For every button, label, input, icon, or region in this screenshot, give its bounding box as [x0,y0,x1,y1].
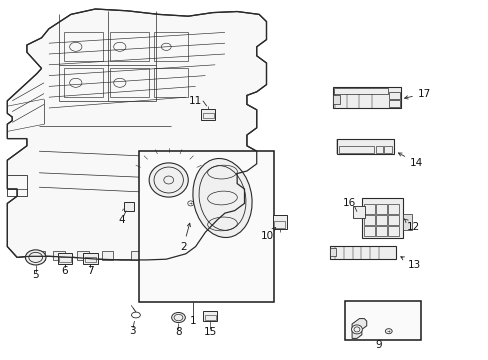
Text: 2: 2 [180,223,190,252]
Bar [387,215,398,225]
Bar [59,257,71,262]
Bar [274,221,285,228]
Text: 9: 9 [375,340,382,350]
Bar [388,100,399,107]
Bar [375,146,382,153]
Text: 1: 1 [189,316,196,327]
Text: 7: 7 [87,266,94,276]
Bar [363,204,374,214]
Bar [58,253,72,264]
Bar [329,248,335,256]
Bar [332,87,400,108]
Text: 3: 3 [128,326,135,336]
Ellipse shape [192,158,252,238]
Bar [272,215,286,229]
Text: 15: 15 [203,327,217,337]
Bar [201,109,215,120]
Bar [165,251,177,260]
Text: 6: 6 [61,266,68,276]
Bar [123,202,134,211]
Bar [333,88,387,94]
Bar [53,251,64,260]
Bar [329,246,395,259]
Bar [154,32,188,61]
Ellipse shape [171,312,185,323]
Bar [33,251,45,260]
Ellipse shape [149,163,188,197]
Text: 14: 14 [398,153,423,168]
Text: 4: 4 [118,215,124,225]
Text: 5: 5 [32,270,39,280]
Bar [102,251,113,260]
Bar [375,226,386,236]
Bar [204,315,215,320]
Ellipse shape [25,250,46,265]
Bar [363,215,374,225]
Bar [83,253,98,264]
Bar [239,167,256,184]
Bar [131,251,142,260]
Text: 16: 16 [342,198,355,208]
Bar [63,68,102,97]
Bar [388,92,399,99]
Bar [154,68,188,97]
Bar [203,311,217,321]
Bar [363,226,374,236]
Bar [387,204,398,214]
Bar [139,151,273,302]
Text: 17: 17 [404,89,430,99]
Text: 8: 8 [175,327,182,337]
Text: 10: 10 [260,228,275,241]
Bar [77,251,89,260]
Bar [403,214,411,230]
Bar [352,206,365,218]
Bar [7,175,27,196]
Bar [387,226,398,236]
Bar [344,301,420,340]
Bar [63,32,102,61]
Ellipse shape [385,329,391,334]
Bar [384,146,391,153]
Bar [375,204,386,214]
Bar [84,257,96,262]
Text: 11: 11 [188,96,202,106]
Bar [332,95,339,104]
Bar [110,68,149,97]
Text: 13: 13 [400,257,421,270]
Bar [199,251,211,260]
Bar [361,198,403,238]
Text: 12: 12 [404,219,419,232]
Bar [337,139,393,154]
Bar [375,215,386,225]
Polygon shape [351,319,366,338]
Bar [203,113,213,118]
Bar [338,146,373,153]
Ellipse shape [351,325,362,334]
Bar [110,32,149,61]
Polygon shape [7,9,266,260]
